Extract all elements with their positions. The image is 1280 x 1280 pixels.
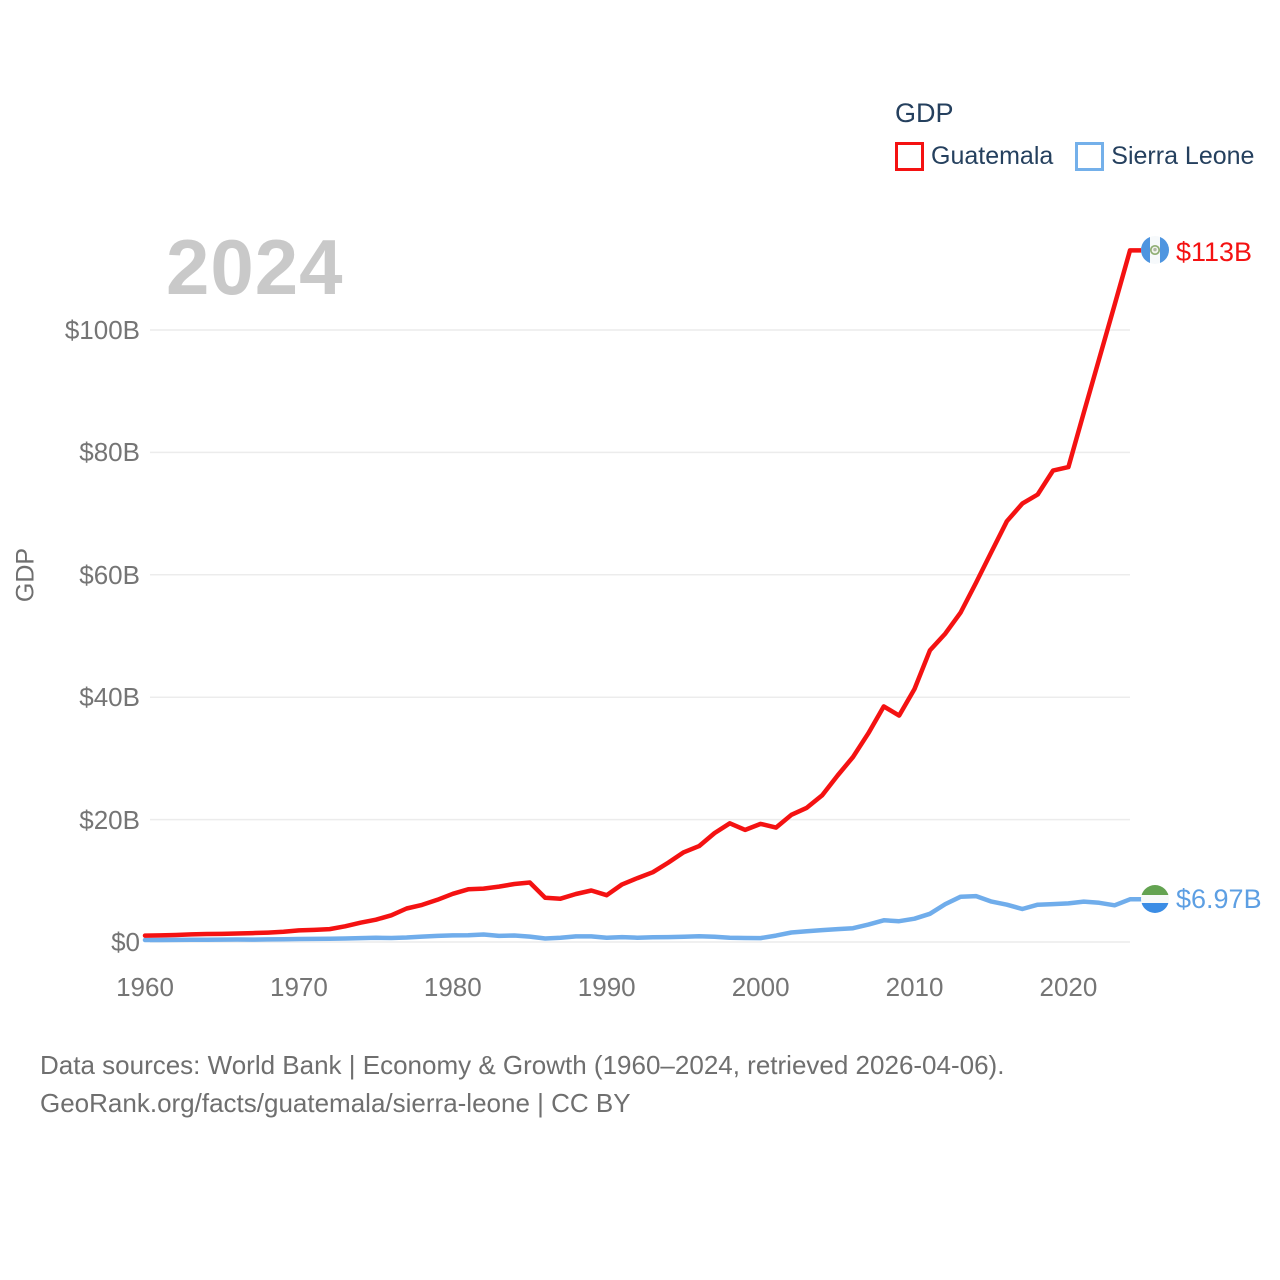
guatemala-swatch-icon	[895, 142, 924, 171]
x-tick-label: 1960	[116, 972, 174, 1002]
source-line-1: Data sources: World Bank | Economy & Gro…	[40, 1050, 1005, 1080]
legend-item-guatemala[interactable]: Guatemala	[895, 142, 1053, 171]
x-tick-label: 1980	[423, 972, 482, 1002]
x-tick-label: 2020	[1039, 972, 1098, 1002]
source-note: Data sources: World Bank | Economy & Gro…	[40, 1046, 1004, 1122]
sierra-leone-value-label: $6.97B	[1176, 884, 1262, 914]
y-tick-label: $0	[111, 927, 140, 957]
source-line-2: GeoRank.org/facts/guatemala/sierra-leone…	[40, 1088, 631, 1118]
legend-label-sierra-leone: Sierra Leone	[1111, 142, 1255, 170]
sierra-leone-line	[142, 893, 1149, 943]
y-tick-label: $20B	[79, 804, 140, 835]
y-tick-label: $100B	[64, 315, 140, 345]
year-watermark: 2024	[166, 223, 344, 311]
legend: GDP Guatemala Sierra Leone	[895, 98, 1254, 171]
legend-item-sierra-leone[interactable]: Sierra Leone	[1075, 142, 1254, 171]
guatemala-value-label: $113B	[1176, 237, 1253, 267]
y-tick-label: $40B	[79, 682, 140, 713]
x-tick-label: 2010	[885, 972, 944, 1002]
sierra-leone-swatch-icon	[1075, 142, 1105, 171]
legend-title: GDP	[895, 98, 954, 128]
legend-label-guatemala: Guatemala	[931, 142, 1054, 170]
guatemala-line	[142, 248, 1149, 938]
sierra-leone-flag-icon	[1141, 885, 1169, 913]
x-tick-label: 1970	[269, 972, 328, 1002]
legend-items: Guatemala Sierra Leone	[895, 142, 1254, 171]
y-tick-label: $80B	[79, 437, 140, 468]
y-tick-label: $60B	[79, 559, 140, 590]
x-tick-label: 1990	[577, 972, 636, 1002]
x-tick-label: 2000	[731, 972, 790, 1002]
guatemala-flag-icon	[1141, 236, 1169, 264]
plot-area	[142, 248, 1149, 943]
